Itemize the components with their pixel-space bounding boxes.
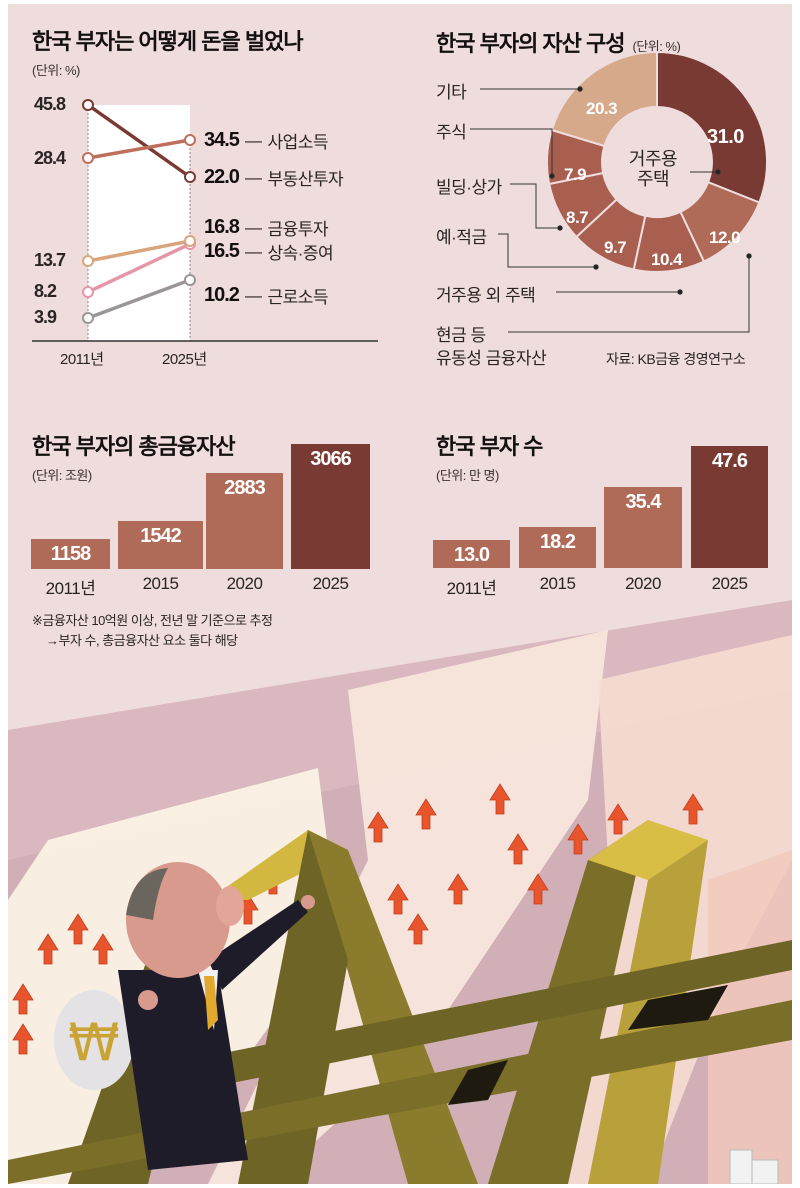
count-x-2011: 2011년 bbox=[446, 579, 497, 598]
donut-value-non-res-housing: 10.4 bbox=[651, 250, 683, 269]
left-value-8-2: 8.2 bbox=[34, 281, 57, 301]
count-bar-2020: 35.4 bbox=[604, 487, 682, 568]
count-x-2015: 2015 bbox=[539, 574, 576, 593]
line-chart-title: 한국 부자는 어떻게 돈을 벌었나 bbox=[32, 29, 304, 54]
assets-chart-title: 한국 부자의 총금융자산 bbox=[32, 434, 236, 459]
count-chart-title: 한국 부자 수 bbox=[436, 434, 543, 459]
donut-value-stocks: 7.9 bbox=[564, 165, 587, 184]
legend-business-income: 34.5 — 사업소득 bbox=[204, 129, 328, 152]
left-value-28-4: 28.4 bbox=[34, 148, 66, 168]
legend-dash: — bbox=[244, 285, 262, 305]
legend-labor-income: 10.2 — 근로소득 bbox=[204, 284, 328, 307]
count-bar-2025: 47.6 bbox=[691, 446, 768, 568]
donut-value-other: 20.3 bbox=[586, 99, 618, 118]
svg-text:₩: ₩ bbox=[68, 1013, 119, 1073]
infographic-canvas: 한국 부자는 어떻게 돈을 벌었나 (단위: %) 45.8 28.4 13.7… bbox=[8, 4, 792, 1184]
assets-bar-2020: 2883 bbox=[206, 473, 283, 569]
source-note: 자료: KB금융 경영연구소 bbox=[606, 351, 746, 367]
donut-value-cash: 12.0 bbox=[709, 228, 741, 247]
donut-label-stocks: 주식 bbox=[436, 123, 467, 142]
donut-label-building: 빌딩·상가 bbox=[436, 178, 502, 197]
legend-inheritance: 16.5 — 상속·증여 bbox=[204, 240, 334, 263]
left-value-45-8: 45.8 bbox=[34, 94, 66, 114]
legend-dash: — bbox=[244, 130, 262, 150]
buildings-icon bbox=[729, 1149, 779, 1184]
donut-value-building: 8.7 bbox=[566, 208, 589, 227]
donut-chart bbox=[470, 50, 769, 333]
legend-dash: — bbox=[244, 167, 262, 187]
donut-value-deposits: 9.7 bbox=[604, 238, 627, 257]
count-x-2020: 2020 bbox=[625, 574, 661, 593]
donut-label-cash-1: 현금 등 bbox=[436, 326, 486, 345]
donut-label-cash-2: 유동성 금융자산 bbox=[436, 349, 547, 368]
count-chart-unit: (단위: 만 명) bbox=[436, 468, 499, 483]
donut-center-label: 거주용 주택 bbox=[628, 149, 678, 189]
donut-label-other: 기타 bbox=[436, 83, 467, 102]
line-chart-unit: (단위: %) bbox=[32, 63, 80, 78]
footnote-line-1: ※금융자산 10억원 이상, 전년 말 기준으로 추정 bbox=[32, 613, 273, 628]
donut-label-deposits: 예·적금 bbox=[436, 228, 487, 247]
count-x-2025: 2025 bbox=[711, 574, 748, 593]
assets-bar-2011: 1158 bbox=[31, 539, 110, 569]
legend-dash: — bbox=[244, 217, 262, 237]
count-bar-2015: 18.2 bbox=[519, 527, 596, 568]
assets-bar-2025: 3066 bbox=[291, 444, 370, 569]
line-chart-plot bbox=[32, 99, 378, 342]
assets-bar-2015: 1542 bbox=[118, 521, 203, 569]
donut-chart-title: 한국 부자의 자산 구성 bbox=[436, 31, 625, 56]
donut-label-non-res-housing: 거주용 외 주택 bbox=[436, 286, 536, 305]
assets-x-2011: 2011년 bbox=[45, 579, 96, 598]
donut-value-residential: 31.0 bbox=[707, 126, 744, 148]
businessman-icon: ₩ bbox=[54, 862, 315, 1170]
x-label-2011: 2011년 bbox=[60, 351, 104, 368]
legend-dash: — bbox=[244, 241, 262, 261]
assets-chart-unit: (단위: 조원) bbox=[32, 468, 92, 483]
assets-x-2020: 2020 bbox=[226, 574, 263, 593]
count-bar-2011: 13.0 bbox=[433, 540, 510, 568]
left-value-13-7: 13.7 bbox=[34, 250, 66, 270]
legend-financial-investment: 16.8 — 금융투자 bbox=[204, 216, 328, 239]
footnote-line-2: →부자 수, 총금융자산 요소 둘다 해당 bbox=[46, 633, 238, 648]
illustration: ₩ bbox=[8, 600, 792, 1184]
assets-x-2015: 2015 bbox=[142, 574, 179, 593]
assets-x-2025: 2025 bbox=[312, 574, 349, 593]
donut-chart-unit: (단위: %) bbox=[632, 39, 681, 54]
donut-chart-header: 한국 부자의 자산 구성 (단위: %) bbox=[436, 26, 681, 58]
left-value-3-9: 3.9 bbox=[34, 307, 57, 327]
legend-real-estate: 22.0 — 부동산투자 bbox=[204, 166, 344, 189]
x-label-2025: 2025년 bbox=[162, 351, 207, 368]
